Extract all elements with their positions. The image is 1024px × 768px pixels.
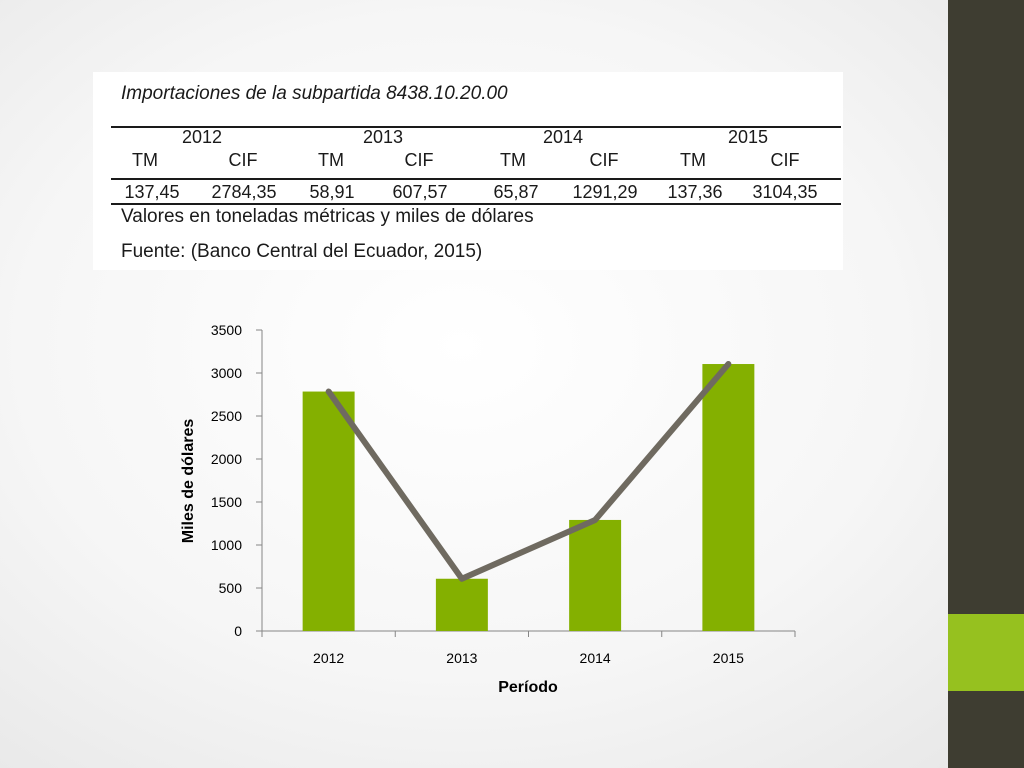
subheader-cif-2013: CIF bbox=[404, 150, 434, 170]
table-source: Fuente: (Banco Central del Ecuador, 2015… bbox=[121, 241, 483, 262]
bar-2012 bbox=[302, 391, 355, 631]
year-header-2014: 2014 bbox=[542, 127, 584, 147]
value-cif-2014: 1291,29 bbox=[572, 182, 638, 202]
value-cif-2012: 2784,35 bbox=[211, 182, 277, 202]
table-title: Importaciones de la subpartida 8438.10.2… bbox=[121, 83, 508, 104]
year-header-2013: 2013 bbox=[362, 127, 404, 147]
subheader-tm-2012: TM bbox=[132, 150, 158, 170]
table-top-rule bbox=[111, 126, 841, 128]
subheader-cif-2012: CIF bbox=[228, 150, 258, 170]
y-axis-title: Miles de dólares bbox=[180, 419, 197, 544]
y-tick-label: 2000 bbox=[211, 451, 242, 467]
y-tick-label: 0 bbox=[234, 623, 242, 639]
value-cif-2013: 607,57 bbox=[392, 182, 448, 202]
value-tm-2015: 137,36 bbox=[667, 182, 723, 202]
subheader-tm-2013: TM bbox=[318, 150, 344, 170]
slide-sidebar-accent bbox=[948, 614, 1024, 691]
table-bottom-rule bbox=[111, 203, 841, 205]
line-series bbox=[325, 361, 732, 582]
y-tick-label: 500 bbox=[219, 580, 243, 596]
x-tick-label: 2014 bbox=[580, 650, 611, 666]
value-tm-2012: 137,45 bbox=[124, 182, 180, 202]
value-tm-2014: 65,87 bbox=[493, 182, 539, 202]
table-header-rule bbox=[111, 178, 841, 180]
y-tick-label: 1500 bbox=[211, 494, 242, 510]
year-header-2012: 2012 bbox=[181, 127, 223, 147]
table-units-note: Valores en toneladas métricas y miles de… bbox=[121, 206, 534, 227]
year-header-2015: 2015 bbox=[727, 127, 769, 147]
bar-2014 bbox=[569, 519, 622, 631]
y-tick-label: 3500 bbox=[211, 322, 242, 338]
value-tm-2013: 58,91 bbox=[309, 182, 355, 202]
y-tick-label: 3000 bbox=[211, 365, 242, 381]
subheader-cif-2015: CIF bbox=[770, 150, 800, 170]
x-tick-label: 2015 bbox=[713, 650, 744, 666]
bar-2015 bbox=[702, 364, 755, 631]
subheader-tm-2015: TM bbox=[680, 150, 706, 170]
x-axis-title: Período bbox=[498, 679, 558, 696]
line-point-2014 bbox=[594, 519, 596, 521]
line-point-2015 bbox=[727, 363, 729, 365]
line-point-2012 bbox=[328, 391, 330, 393]
y-tick-label: 1000 bbox=[211, 537, 242, 553]
value-cif-2015: 3104,35 bbox=[752, 182, 818, 202]
subheader-cif-2014: CIF bbox=[589, 150, 619, 170]
bar-2013 bbox=[435, 578, 488, 631]
imports-table: Importaciones de la subpartida 8438.10.2… bbox=[93, 72, 843, 270]
y-tick-label: 2500 bbox=[211, 408, 242, 424]
x-tick-label: 2013 bbox=[446, 650, 477, 666]
subheader-tm-2014: TM bbox=[500, 150, 526, 170]
x-tick-label: 2012 bbox=[313, 650, 344, 666]
line-point-2013 bbox=[461, 578, 463, 580]
